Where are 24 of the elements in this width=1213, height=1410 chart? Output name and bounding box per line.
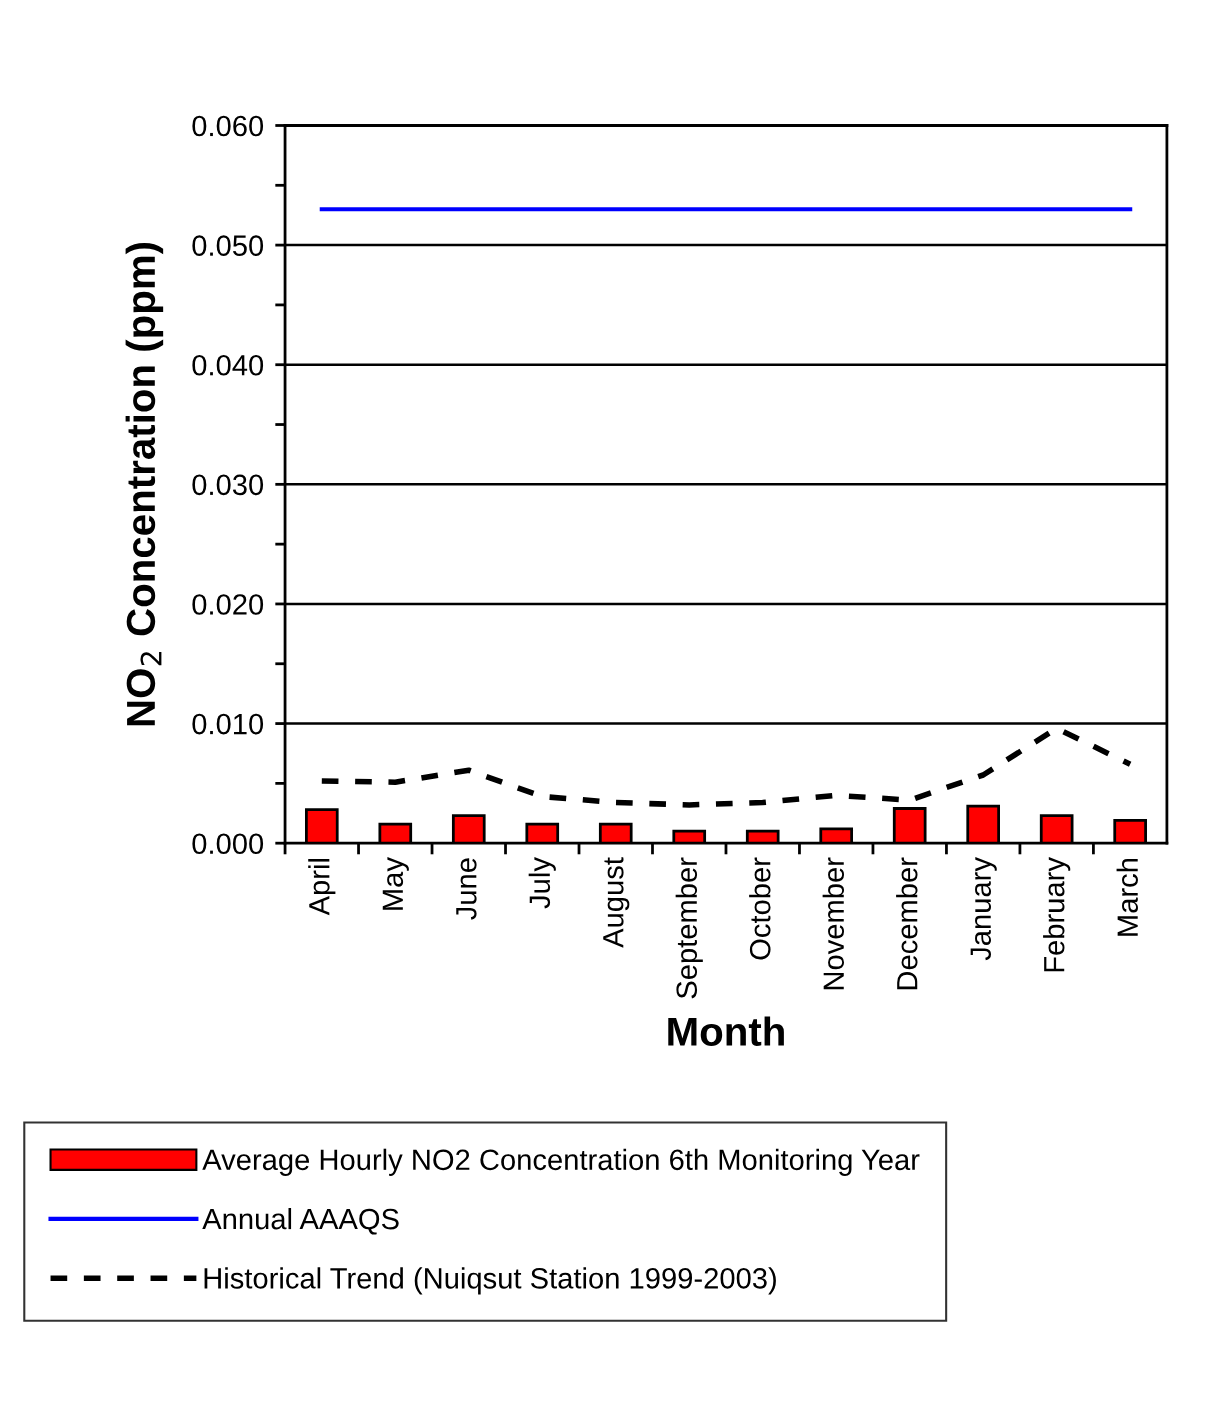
y-tick-label: 0.000 <box>192 833 264 855</box>
x-tick-label: January <box>970 857 997 961</box>
x-tick-label: March <box>1116 858 1138 936</box>
x-tick-label: February <box>1043 857 1071 972</box>
y-tick-label: 0.020 <box>192 594 264 615</box>
x-tick-label: December <box>896 857 918 990</box>
y-tick-label: 0.050 <box>192 235 264 256</box>
legend-label: Annual AAAQS <box>202 1207 399 1235</box>
x-axis-title: Month <box>668 1016 784 1046</box>
y-tick-label: 0.010 <box>192 713 264 735</box>
y-axis-title: NO$_{2}$ Concentration (ppm) <box>125 242 164 726</box>
legend-label: Average Hourly NO2 Concentration 6th Monitoring Year <box>202 1148 920 1176</box>
y-tick-label: 0.060 <box>192 115 264 137</box>
x-tick-label: April <box>308 859 336 916</box>
x-tick-label: August <box>603 857 630 948</box>
x-tick-label: May <box>382 857 409 910</box>
legend-label: Historical Trend (Nuiqsut Station 1999-2003) <box>204 1267 776 1295</box>
x-tick-label: September <box>675 857 703 999</box>
x-tick-label: June <box>456 858 477 920</box>
x-tick-label: October <box>749 857 771 960</box>
y-tick-label: 0.030 <box>192 474 264 496</box>
x-tick-label: July <box>528 857 556 909</box>
y-tick-label: 0.040 <box>192 354 264 376</box>
x-tick-label: November <box>822 857 845 990</box>
